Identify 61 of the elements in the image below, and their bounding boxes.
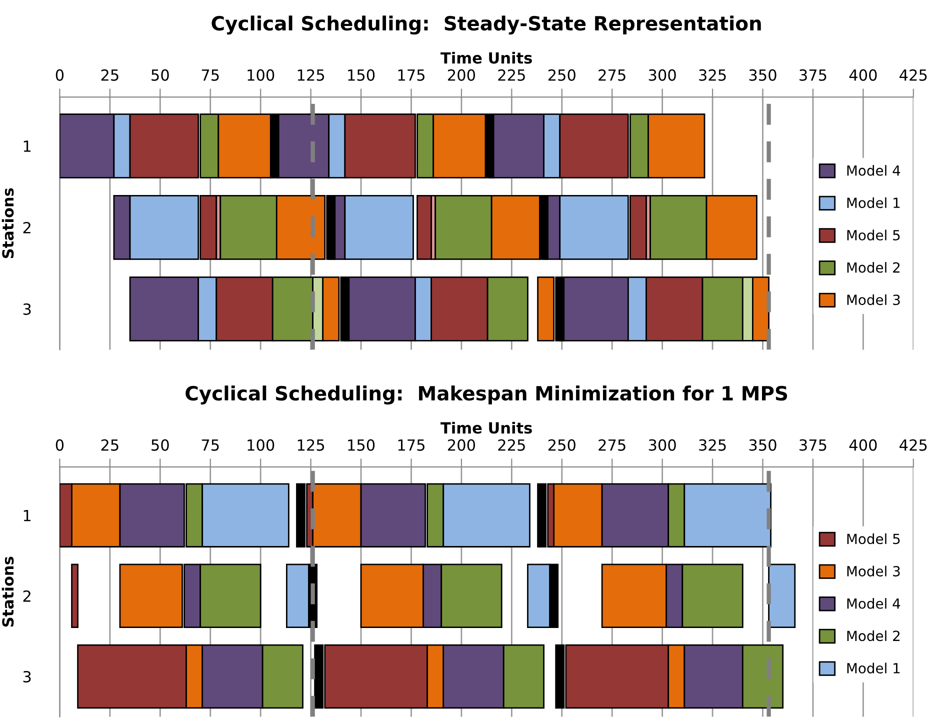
x-tick-label: 175 [398, 70, 424, 81]
bar [71, 564, 78, 628]
chart-title: Cyclical Scheduling: Makespan Minimization for 1 MPS [186, 386, 788, 405]
x-tick-label: 25 [101, 439, 118, 451]
x-tick-label: 175 [398, 439, 424, 451]
x-tick-label: 250 [548, 69, 576, 81]
x-tick-label: 225 [498, 439, 525, 451]
x-tick-label: 350 [749, 439, 776, 451]
x-tick-label: 275 [598, 69, 626, 81]
x-axis-title: Time Units [440, 422, 532, 434]
x-tick-label: 275 [598, 439, 626, 451]
y-axis-title: Stations [2, 188, 14, 258]
y-tick-label: 2 [23, 590, 30, 602]
x-tick-label: 150 [348, 439, 375, 451]
x-tick-label: 75 [202, 439, 219, 451]
x-tick-label: 325 [699, 439, 726, 451]
legend-label: Model 1 [847, 197, 900, 208]
y-axis-title: Stations [2, 556, 14, 627]
bar [416, 194, 432, 260]
bar [768, 564, 796, 628]
legend-label: Model 4 [847, 598, 900, 609]
x-tick-label: 100 [248, 69, 274, 81]
y-tick-label: 3 [23, 670, 31, 682]
x-tick-label: 125 [298, 69, 324, 81]
chart-title: Cyclical Scheduling: Steady-State Representation [212, 16, 761, 35]
x-tick-label: 325 [699, 69, 726, 81]
x-tick-label: 150 [348, 69, 375, 81]
x-tick-label: 225 [498, 69, 525, 81]
x-tick-label: 375 [800, 69, 826, 81]
y-tick-label: 3 [23, 303, 31, 315]
x-tick-label: 100 [248, 439, 274, 451]
legend-label: Model 4 [847, 165, 900, 176]
y-tick-label: 2 [23, 222, 30, 234]
y-tick-label: 1 [24, 510, 31, 522]
x-tick-label: 250 [548, 439, 576, 451]
legend-label: Model 2 [847, 630, 900, 642]
x-tick-label: 125 [298, 439, 324, 451]
x-tick-label: 50 [152, 439, 169, 451]
legend-label: Model 1 [847, 662, 900, 674]
x-tick-label: 200 [448, 69, 476, 81]
x-tick-label: 0 [56, 439, 64, 451]
x-tick-label: 400 [849, 69, 877, 81]
legend-label: Model 3 [847, 294, 900, 306]
legend-label: Model 5 [847, 230, 900, 240]
x-tick-label: 75 [202, 70, 219, 81]
y-tick-label: 1 [24, 140, 31, 152]
x-tick-label: 0 [56, 69, 64, 81]
x-axis-title: Time Units [440, 52, 532, 64]
x-tick-label: 200 [448, 439, 476, 451]
x-tick-label: 350 [749, 69, 776, 81]
x-tick-label: 400 [849, 439, 877, 451]
x-tick-label: 300 [648, 69, 676, 81]
x-tick-label: 425 [900, 69, 927, 81]
x-tick-label: 300 [648, 439, 676, 451]
legend-label: Model 3 [847, 566, 900, 576]
legend-label: Model 2 [847, 262, 900, 273]
x-tick-label: 425 [900, 439, 927, 451]
x-tick-label: 375 [800, 439, 826, 451]
x-tick-label: 50 [152, 69, 169, 81]
legend-label: Model 5 [847, 533, 900, 544]
x-tick-label: 25 [101, 69, 118, 81]
